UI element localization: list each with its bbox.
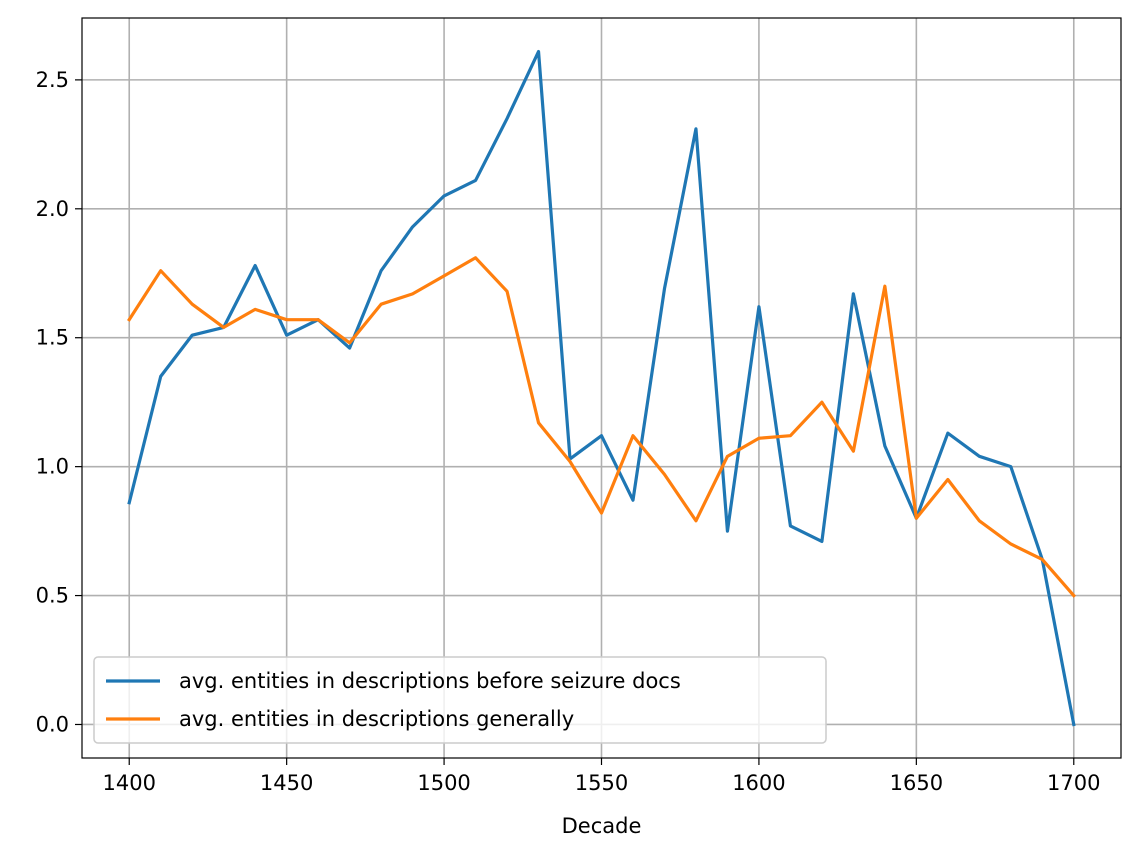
x-tick-label: 1700	[1047, 771, 1100, 795]
x-tick-label: 1650	[890, 771, 943, 795]
series-line-2	[127, 256, 1077, 598]
x-axis-label: Decade	[562, 814, 642, 838]
x-tick-label: 1550	[575, 771, 628, 795]
y-tick-label: 0.5	[36, 584, 69, 608]
x-axis-ticks: 1400 1450 1500 1550 1600 1650 1700	[103, 758, 1100, 795]
legend-label: avg. entities in descriptions generally	[179, 707, 574, 731]
y-tick-label: 1.0	[36, 455, 69, 479]
x-tick-label: 1600	[732, 771, 785, 795]
y-axis-ticks: 0.0 0.5 1.0 1.5 2.0 2.5	[36, 68, 82, 736]
legend: avg. entities in descriptions before sei…	[93, 656, 827, 744]
x-tick-label: 1400	[103, 771, 156, 795]
x-tick-label: 1500	[417, 771, 470, 795]
y-tick-label: 2.0	[36, 197, 69, 221]
y-tick-label: 2.5	[36, 68, 69, 92]
legend-box	[93, 656, 827, 744]
series-lines	[127, 49, 1077, 727]
x-tick-label: 1450	[260, 771, 313, 795]
y-tick-label: 1.5	[36, 326, 69, 350]
legend-label: avg. entities in descriptions before sei…	[179, 669, 681, 693]
y-tick-label: 0.0	[36, 712, 69, 736]
